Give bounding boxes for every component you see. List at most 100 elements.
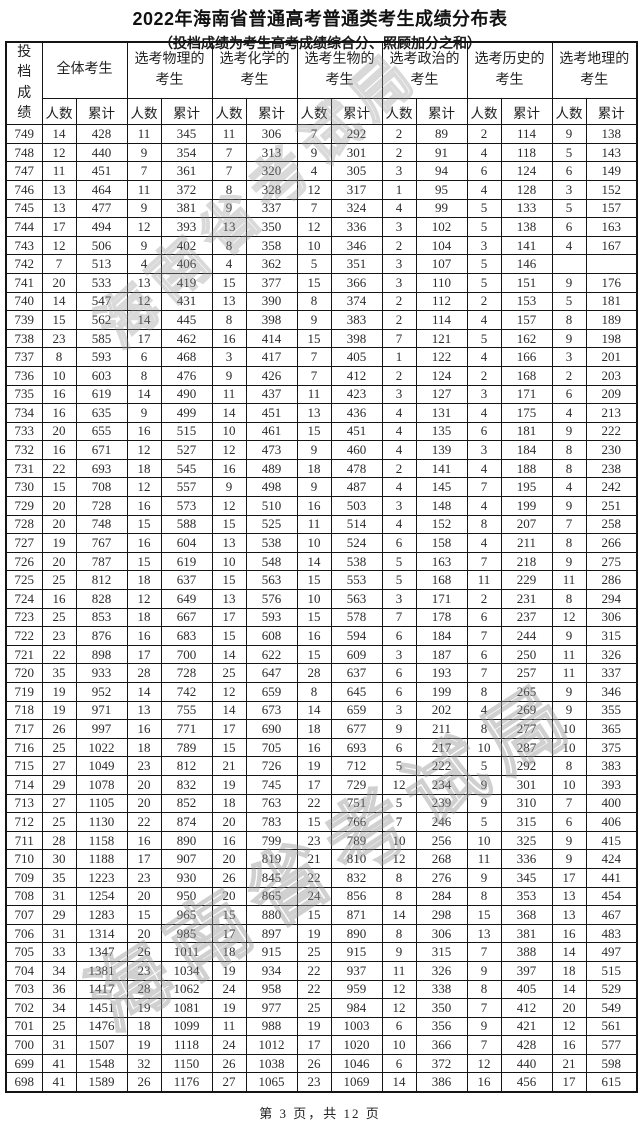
value-cell: 13 xyxy=(211,533,247,553)
score-cell: 732 xyxy=(5,440,43,460)
value-cell: 131 xyxy=(415,403,468,423)
score-cell: 736 xyxy=(5,365,43,386)
value-cell: 4 xyxy=(466,142,502,163)
value-cell: 31 xyxy=(41,923,77,944)
score-cell: 743 xyxy=(5,235,43,256)
value-cell: 4 xyxy=(381,440,417,460)
value-cell: 598 xyxy=(585,1053,638,1074)
value-cell: 14 xyxy=(211,403,247,423)
score-cell: 710 xyxy=(5,849,43,869)
value-cell: 4 xyxy=(381,421,417,442)
value-cell: 310 xyxy=(500,793,553,814)
score-cell: 740 xyxy=(5,291,43,312)
value-cell: 1046 xyxy=(330,1053,383,1074)
value-cell: 6 xyxy=(551,217,587,237)
value-cell: 336 xyxy=(330,217,383,237)
value-cell: 2 xyxy=(381,310,417,330)
value-cell: 17 xyxy=(296,1035,332,1055)
value-cell: 16 xyxy=(126,421,162,442)
value-cell: 933 xyxy=(75,663,128,683)
value-cell: 423 xyxy=(330,384,383,405)
score-cell: 747 xyxy=(5,161,43,181)
table-row: 741 20 533 13 419 15 377 15 366 3 110 5 151 9 176 xyxy=(5,272,638,293)
score-cell: 699 xyxy=(5,1053,43,1074)
value-cell: 545 xyxy=(160,458,213,479)
value-cell: 8 xyxy=(211,310,247,330)
value-cell: 305 xyxy=(330,161,383,181)
value-cell: 19 xyxy=(296,923,332,944)
score-cell: 729 xyxy=(5,496,43,516)
value-cell: 12 xyxy=(126,291,162,312)
value-cell: 26 xyxy=(296,1053,332,1074)
value-cell: 23 xyxy=(126,960,162,981)
value-cell: 4 xyxy=(466,533,502,553)
value-cell: 5 xyxy=(466,756,502,776)
score-cell: 708 xyxy=(5,886,43,907)
value-cell: 94 xyxy=(415,161,468,181)
value-cell: 576 xyxy=(245,589,298,609)
value-cell: 133 xyxy=(500,198,553,219)
value-cell: 812 xyxy=(160,756,213,776)
value-cell: 14 xyxy=(126,384,162,405)
value-cell: 34 xyxy=(41,960,77,981)
value-cell: 1176 xyxy=(160,1072,213,1093)
value-cell: 9 xyxy=(551,496,587,516)
value-cell: 20 xyxy=(41,421,77,442)
value-cell: 16 xyxy=(551,923,587,944)
value-cell: 6 xyxy=(381,682,417,702)
value-cell: 10 xyxy=(551,737,587,758)
value-cell: 346 xyxy=(585,682,638,702)
score-cell: 711 xyxy=(5,830,43,851)
value-cell: 19 xyxy=(41,682,77,702)
table-row: 737 8 593 6 468 3 417 7 405 1 122 4 166 3 201 xyxy=(5,347,638,367)
value-cell: 15 xyxy=(126,905,162,925)
value-cell: 16 xyxy=(126,626,162,646)
value-cell: 15 xyxy=(296,328,332,349)
subheader-cumulative: 累计 xyxy=(500,98,553,126)
group-header-0: 全体考生 xyxy=(41,41,128,100)
value-cell: 9 xyxy=(551,328,587,349)
value-cell: 8 xyxy=(466,886,502,907)
table-row: 743 12 506 9 402 8 358 10 346 2 104 3 141 4 167 xyxy=(5,235,638,256)
value-cell: 350 xyxy=(415,998,468,1018)
value-cell: 374 xyxy=(330,291,383,312)
value-cell: 5 xyxy=(381,570,417,591)
value-cell: 112 xyxy=(415,291,468,312)
value-cell: 828 xyxy=(75,589,128,609)
value-cell: 853 xyxy=(75,607,128,628)
value-cell: 965 xyxy=(160,905,213,925)
value-cell: 7 xyxy=(466,1035,502,1055)
value-cell: 22 xyxy=(41,458,77,479)
value-cell: 637 xyxy=(330,663,383,683)
table-row: 700 31 1507 19 1118 24 1012 17 1020 10 366 7 428 16 57… xyxy=(5,1035,638,1055)
value-cell: 12 xyxy=(211,440,247,460)
value-cell: 8 xyxy=(466,719,502,739)
value-cell: 4 xyxy=(466,496,502,516)
value-cell: 7 xyxy=(126,161,162,181)
value-cell: 217 xyxy=(415,737,468,758)
value-cell: 298 xyxy=(415,905,468,925)
group-header-1: 选考物理的考生 xyxy=(126,41,213,100)
value-cell: 1283 xyxy=(75,905,128,925)
value-cell: 619 xyxy=(75,384,128,405)
value-cell: 14 xyxy=(126,682,162,702)
value-cell: 412 xyxy=(500,998,553,1018)
value-cell: 211 xyxy=(500,533,553,553)
value-cell: 4 xyxy=(466,347,502,367)
value-cell: 819 xyxy=(245,849,298,869)
value-cell: 1223 xyxy=(75,867,128,888)
value-cell: 17 xyxy=(211,923,247,944)
value-cell: 377 xyxy=(245,272,298,293)
value-cell: 14 xyxy=(296,551,332,572)
value-cell: 880 xyxy=(245,905,298,925)
value-cell: 19 xyxy=(211,774,247,795)
score-table-body: 749 14 428 11 345 11 306 7 292 2 89 2 114 9 138 748 12 44… xyxy=(5,124,638,1093)
value-cell: 11 xyxy=(41,161,77,181)
value-cell: 12 xyxy=(41,235,77,256)
value-cell: 3 xyxy=(466,235,502,256)
value-cell: 7 xyxy=(211,161,247,181)
value-cell: 158 xyxy=(415,533,468,553)
value-cell: 832 xyxy=(330,867,383,888)
value-cell: 11 xyxy=(381,960,417,981)
value-cell: 266 xyxy=(585,533,638,553)
